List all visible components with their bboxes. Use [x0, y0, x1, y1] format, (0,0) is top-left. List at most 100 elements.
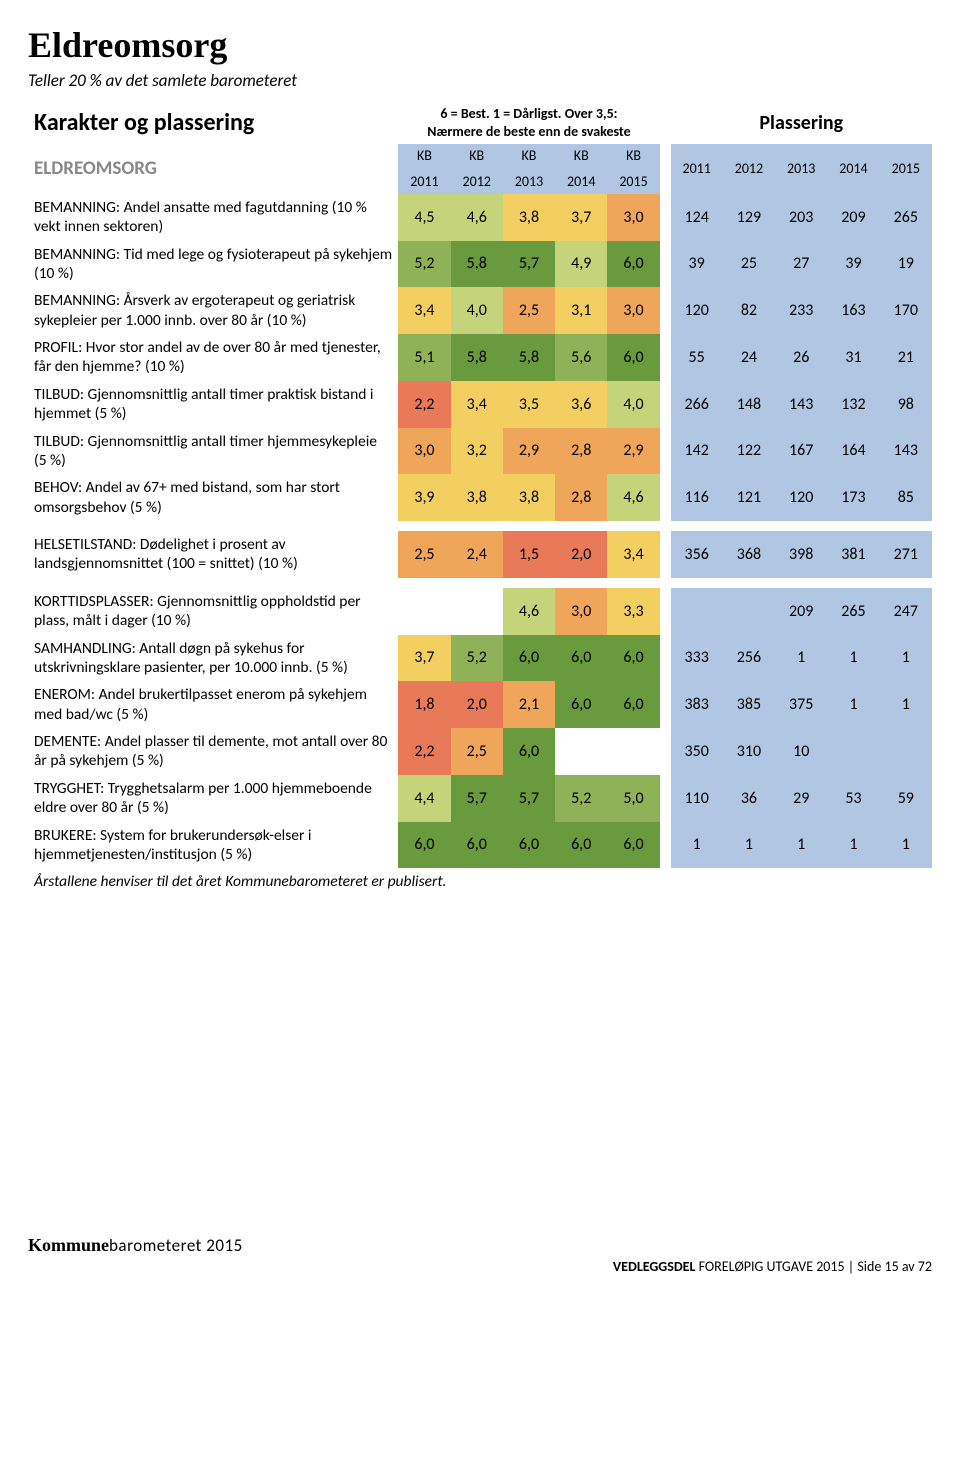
value-cell — [451, 588, 503, 635]
placement-cell: 310 — [723, 728, 775, 775]
placement-cell: 148 — [723, 381, 775, 428]
value-cell: 3,9 — [398, 474, 450, 521]
table-row: BEMANNING: Tid med lege og fysioterapeut… — [28, 241, 932, 288]
page-footer: Kommunebarometeret 2015 VEDLEGGSDEL FORE… — [28, 1235, 932, 1275]
value-cell: 6,0 — [555, 822, 607, 869]
placement-cell: 1 — [880, 822, 932, 869]
value-cell: 5,7 — [503, 775, 555, 822]
placement-cell: 59 — [880, 775, 932, 822]
value-cell: 4,9 — [555, 241, 607, 288]
placement-cell: 10 — [775, 728, 827, 775]
value-cell — [607, 728, 659, 775]
placement-cell: 19 — [880, 241, 932, 288]
table-row: TILBUD: Gjennomsnittlig antall timer pra… — [28, 381, 932, 428]
value-cell: 6,0 — [451, 822, 503, 869]
value-cell: 5,7 — [503, 241, 555, 288]
table-row: KORTTIDSPLASSER: Gjennomsnittlig opphold… — [28, 588, 932, 635]
value-cell: 6,0 — [607, 334, 659, 381]
placement-cell: 1 — [880, 635, 932, 682]
placement-cell: 1 — [723, 822, 775, 869]
value-cell: 3,4 — [607, 531, 659, 578]
kb-header-top-4: KB — [607, 144, 659, 169]
value-cell: 3,8 — [451, 474, 503, 521]
footnote: Årstallene henviser til det året Kommune… — [28, 868, 932, 895]
placement-cell: 110 — [671, 775, 723, 822]
placement-cell: 375 — [775, 681, 827, 728]
value-cell: 4,6 — [503, 588, 555, 635]
placement-cell: 271 — [880, 531, 932, 578]
table-row: BEMANNING: Årsverk av ergoterapeut og ge… — [28, 287, 932, 334]
placement-cell: 356 — [671, 531, 723, 578]
value-cell: 4,5 — [398, 194, 450, 241]
table-row: TILBUD: Gjennomsnittlig antall timer hje… — [28, 428, 932, 475]
value-cell: 3,7 — [555, 194, 607, 241]
placement-cell: 25 — [723, 241, 775, 288]
footer-right-rest: FORELØPIG UTGAVE 2015 | Side 15 av 72 — [695, 1258, 932, 1275]
placement-cell: 122 — [723, 428, 775, 475]
value-cell: 2,2 — [398, 381, 450, 428]
value-cell: 1,5 — [503, 531, 555, 578]
kb-header-top-1: KB — [451, 144, 503, 169]
placement-cell: 1 — [827, 681, 879, 728]
placement-cell: 21 — [880, 334, 932, 381]
placement-cell: 121 — [723, 474, 775, 521]
value-cell: 2,8 — [555, 428, 607, 475]
table-row: ENEROM: Andel brukertilpasset enerom på … — [28, 681, 932, 728]
page-subtitle: Teller 20 % av det samlete barometeret — [28, 70, 932, 91]
value-cell — [398, 588, 450, 635]
value-cell: 3,6 — [555, 381, 607, 428]
placement-cell: 129 — [723, 194, 775, 241]
value-cell: 3,7 — [398, 635, 450, 682]
row-label: SAMHANDLING: Antall døgn på sykehus for … — [28, 635, 398, 682]
plassering-header: Plassering — [671, 101, 932, 144]
footer-brand-thin: barometeret 2015 — [109, 1235, 243, 1256]
placement-cell: 167 — [775, 428, 827, 475]
placement-cell: 124 — [671, 194, 723, 241]
row-label: ENEROM: Andel brukertilpasset enerom på … — [28, 681, 398, 728]
placement-cell: 116 — [671, 474, 723, 521]
value-cell: 6,0 — [555, 635, 607, 682]
year-header-0: 2011 — [671, 144, 723, 194]
value-cell: 3,8 — [503, 194, 555, 241]
placement-cell: 143 — [880, 428, 932, 475]
table-row: TRYGGHET: Trygghetsalarm per 1.000 hjemm… — [28, 775, 932, 822]
value-cell: 5,8 — [451, 241, 503, 288]
value-cell: 2,0 — [555, 531, 607, 578]
placement-cell — [880, 728, 932, 775]
value-cell: 3,2 — [451, 428, 503, 475]
table-row: PROFIL: Hvor stor andel av de over 80 år… — [28, 334, 932, 381]
kb-header-top-3: KB — [555, 144, 607, 169]
value-cell: 2,8 — [555, 474, 607, 521]
value-cell: 5,2 — [555, 775, 607, 822]
value-cell: 2,4 — [451, 531, 503, 578]
placement-cell: 39 — [827, 241, 879, 288]
placement-cell: 398 — [775, 531, 827, 578]
table-row: SAMHANDLING: Antall døgn på sykehus for … — [28, 635, 932, 682]
value-cell: 1,8 — [398, 681, 450, 728]
table-row: DEMENTE: Andel plasser til demente, mot … — [28, 728, 932, 775]
placement-cell: 163 — [827, 287, 879, 334]
placement-cell: 1 — [827, 635, 879, 682]
placement-cell: 368 — [723, 531, 775, 578]
placement-cell: 85 — [880, 474, 932, 521]
placement-cell: 385 — [723, 681, 775, 728]
table-row: HELSETILSTAND: Dødelighet i prosent av l… — [28, 531, 932, 578]
row-label: TRYGGHET: Trygghetsalarm per 1.000 hjemm… — [28, 775, 398, 822]
value-cell: 3,1 — [555, 287, 607, 334]
kb-header-bottom-1: 2012 — [451, 169, 503, 194]
value-cell: 4,6 — [607, 474, 659, 521]
placement-cell: 39 — [671, 241, 723, 288]
value-cell: 2,2 — [398, 728, 450, 775]
placement-cell — [723, 588, 775, 635]
placement-cell: 170 — [880, 287, 932, 334]
placement-cell: 53 — [827, 775, 879, 822]
row-label: TILBUD: Gjennomsnittlig antall timer pra… — [28, 381, 398, 428]
placement-cell: 26 — [775, 334, 827, 381]
year-header-1: 2012 — [723, 144, 775, 194]
placement-cell: 381 — [827, 531, 879, 578]
row-label: BEMANNING: Andel ansatte med fagutdannin… — [28, 194, 398, 241]
row-label: TILBUD: Gjennomsnittlig antall timer hje… — [28, 428, 398, 475]
placement-cell — [671, 588, 723, 635]
value-cell: 6,0 — [503, 635, 555, 682]
placement-cell: 27 — [775, 241, 827, 288]
